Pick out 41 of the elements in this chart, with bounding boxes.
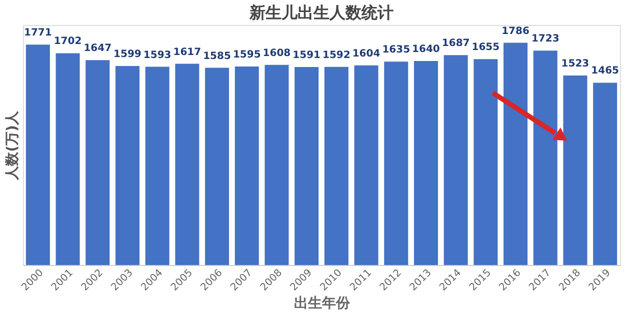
bar <box>414 60 438 265</box>
data-label: 1585 <box>203 50 231 62</box>
data-label: 1655 <box>472 42 500 54</box>
bar <box>145 66 170 265</box>
chart-title: 新生儿出生人数统计 <box>248 3 394 22</box>
y-axis-title: 人数(万)人 <box>4 110 20 181</box>
bar <box>26 44 50 265</box>
data-label: 1702 <box>54 36 82 48</box>
data-label: 1786 <box>502 26 530 37</box>
data-label: 1771 <box>24 28 52 39</box>
bar <box>354 65 378 265</box>
bar <box>294 67 319 265</box>
bar <box>474 59 498 265</box>
data-label: 1599 <box>114 49 142 60</box>
data-label: 1595 <box>232 50 261 61</box>
bar <box>175 64 200 265</box>
data-label: 1640 <box>412 44 440 55</box>
data-label: 1523 <box>561 58 590 70</box>
data-label: 1608 <box>262 48 291 59</box>
data-label: 1604 <box>352 48 380 60</box>
bar <box>264 64 289 265</box>
data-label: 1647 <box>84 43 112 54</box>
bar <box>444 55 468 265</box>
data-label: 1617 <box>173 46 202 58</box>
bar <box>86 60 110 265</box>
data-label: 1465 <box>591 66 620 77</box>
bar <box>384 62 408 265</box>
bar <box>234 66 259 265</box>
bar <box>324 66 348 265</box>
data-label: 1687 <box>442 38 470 50</box>
bar <box>593 82 618 265</box>
data-label: 1723 <box>531 34 560 45</box>
data-label: 1593 <box>143 50 172 61</box>
data-label: 1635 <box>382 44 410 56</box>
data-label: 1592 <box>322 50 350 61</box>
bar <box>563 76 588 265</box>
x-axis-title: 出生年份 <box>294 296 351 312</box>
bar <box>56 53 80 265</box>
bar <box>205 68 230 265</box>
data-label: 1591 <box>292 50 321 62</box>
bar <box>115 66 140 265</box>
